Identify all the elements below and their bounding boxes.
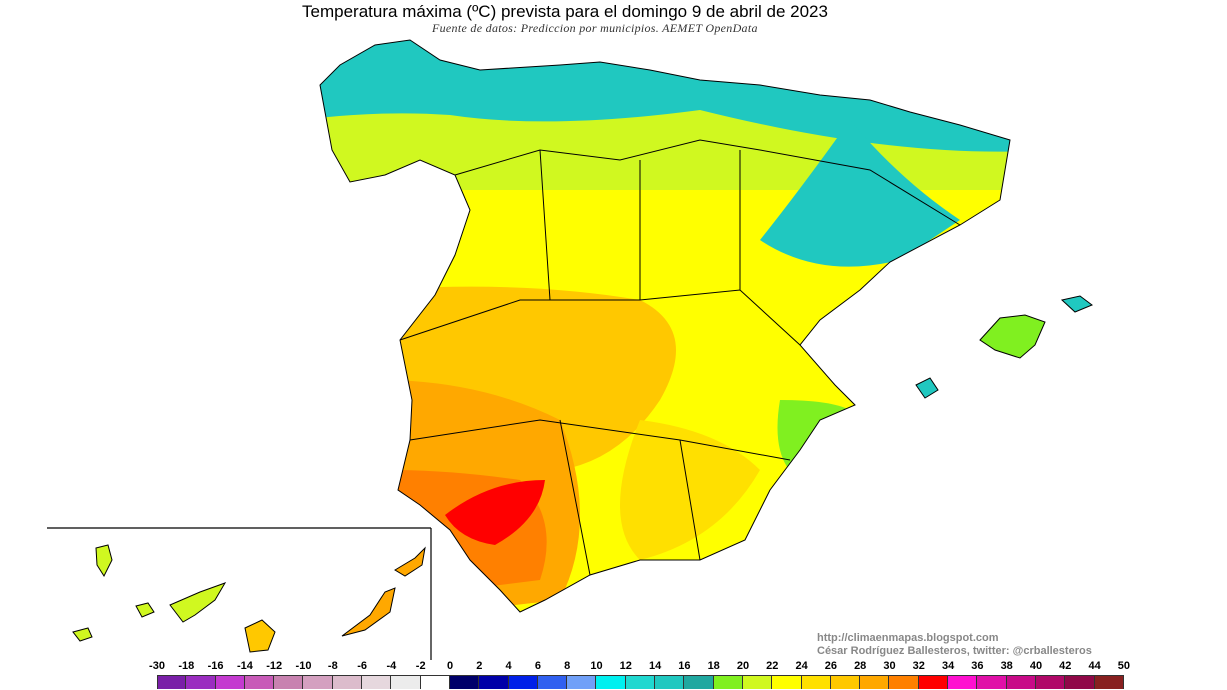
colorbar-swatch xyxy=(1035,675,1066,689)
colorbar-swatch xyxy=(449,675,480,689)
colorbar-swatch xyxy=(1065,675,1095,689)
colorbar-swatch xyxy=(567,675,597,689)
colorbar-label: 20 xyxy=(736,660,750,672)
region-borders xyxy=(319,39,1011,613)
colorbar-swatch xyxy=(391,675,421,689)
colorbar-label: -6 xyxy=(357,660,367,672)
colorbar-label: 30 xyxy=(883,660,896,672)
colorbar-swatch xyxy=(918,675,949,689)
colorbar-label: 22 xyxy=(766,660,779,672)
colorbar-swatch xyxy=(479,675,509,689)
colorbar-labels: -30 -18 -16 -14 -12 -10 -8 -6 -4 -2 0 2 4 6 8 10 12 14 16 1… xyxy=(0,660,1227,674)
colorbar-swatch xyxy=(303,675,333,689)
colorbar-swatch xyxy=(420,675,450,689)
colorbar-swatch xyxy=(655,675,685,689)
mainland-spain xyxy=(320,40,1010,612)
colorbar-swatch xyxy=(1006,675,1036,689)
colorbar-label: -12 xyxy=(266,660,283,672)
colorbar-label: 24 xyxy=(795,660,808,672)
colorbar-swatch xyxy=(742,675,773,689)
colorbar-swatch xyxy=(830,675,861,689)
colorbar-swatch xyxy=(948,675,978,689)
map-subtitle: Fuente de datos: Prediccion por municipi… xyxy=(432,21,758,35)
colorbar-swatch xyxy=(684,675,714,689)
credit-url[interactable]: http://climaenmapas.blogspot.com xyxy=(817,632,999,644)
colorbar-label: 40 xyxy=(1029,660,1043,672)
colorbar-label: -16 xyxy=(207,660,224,672)
colorbar-label: 16 xyxy=(678,660,691,672)
colorbar-swatch xyxy=(977,675,1007,689)
colorbar xyxy=(157,675,1124,690)
colorbar-swatch xyxy=(772,675,802,689)
colorbar-swatch xyxy=(186,675,216,689)
colorbar-swatch xyxy=(1094,675,1124,689)
colorbar-label: 26 xyxy=(824,660,838,672)
colorbar-swatch xyxy=(332,675,363,689)
colorbar-swatch xyxy=(157,675,187,689)
colorbar-label: -2 xyxy=(415,660,426,672)
colorbar-label: 42 xyxy=(1059,660,1072,672)
colorbar-swatch xyxy=(537,675,568,689)
colorbar-label: 6 xyxy=(534,660,541,672)
inset-frame xyxy=(47,527,432,660)
colorbar-swatch xyxy=(274,675,304,689)
colorbar-label: -18 xyxy=(178,660,195,672)
colorbar-label: 18 xyxy=(707,660,720,672)
colorbar-label: -14 xyxy=(236,660,253,672)
colorbar-label: 34 xyxy=(941,660,955,672)
colorbar-label: -10 xyxy=(295,660,312,672)
colorbar-label: -30 xyxy=(149,660,165,672)
colorbar-label: 8 xyxy=(564,660,571,672)
colorbar-label: 0 xyxy=(446,660,454,672)
colorbar-swatch xyxy=(625,675,656,689)
colorbar-label: 4 xyxy=(505,660,512,672)
colorbar-swatch xyxy=(362,675,392,689)
colorbar-swatch xyxy=(801,675,831,689)
colorbar-label: -8 xyxy=(327,660,338,672)
colorbar-label: 38 xyxy=(1000,660,1013,672)
colorbar-label: 14 xyxy=(648,660,662,672)
colorbar-label: 12 xyxy=(619,660,632,672)
colorbar-swatch xyxy=(713,675,743,689)
colorbar-label: -4 xyxy=(386,660,397,672)
colorbar-swatch xyxy=(889,675,919,689)
colorbar-label: 10 xyxy=(590,660,603,672)
colorbar-label: 44 xyxy=(1088,660,1101,672)
map-title: Temperatura máxima (ºC) prevista para el… xyxy=(302,2,828,21)
colorbar-label: 2 xyxy=(476,660,483,672)
credit-author: César Rodríguez Ballesteros, twitter: @c… xyxy=(817,645,1092,657)
colorbar-label: 28 xyxy=(854,660,867,672)
colorbar-swatch xyxy=(596,675,626,689)
canary-islands xyxy=(72,544,426,653)
colorbar-swatch xyxy=(215,675,245,689)
colorbar-swatch xyxy=(860,675,890,689)
balearic-islands xyxy=(915,295,1094,399)
colorbar-label: 36 xyxy=(971,660,984,672)
colorbar-swatch xyxy=(244,675,275,689)
colorbar-swatch xyxy=(508,675,538,689)
colorbar-label: 50 xyxy=(1117,660,1131,672)
colorbar-label: 32 xyxy=(912,660,925,672)
